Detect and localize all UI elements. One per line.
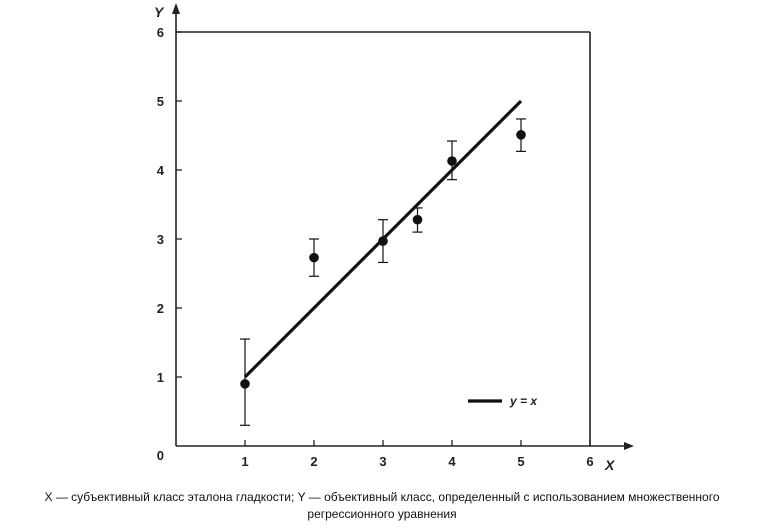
x-tick-label-6: 6	[586, 454, 593, 469]
data-point-4	[412, 214, 423, 225]
y-tick-label-1: 1	[157, 370, 164, 385]
caption-line-2: регрессионного уравнения	[307, 507, 457, 521]
data-point-6	[516, 130, 526, 140]
data-point-2	[309, 252, 319, 263]
x-tick-label-3: 3	[379, 454, 386, 469]
legend: y = x	[468, 394, 538, 408]
y-axis-label: Y	[154, 4, 165, 20]
x-axis-arrow	[624, 442, 634, 450]
y-tick-label-3: 3	[157, 232, 164, 247]
x-tick-label-1: 1	[241, 454, 248, 469]
legend-label: y = x	[509, 394, 538, 408]
scatter-chart: 1 2 3 4 5 6 1 2 3 4 5 6 0 X Y y = x	[154, 3, 634, 473]
data-point-1	[240, 379, 250, 389]
y-tick-label-5: 5	[157, 94, 164, 109]
x-tick-label-4: 4	[448, 454, 456, 469]
x-tick-label-5: 5	[517, 454, 524, 469]
y-axis-arrow	[172, 3, 180, 14]
y-tick-label-4: 4	[157, 163, 165, 178]
y-tick-label-2: 2	[157, 301, 164, 316]
origin-label: 0	[157, 448, 164, 463]
x-tick-label-2: 2	[310, 454, 317, 469]
data-point-5	[447, 156, 457, 166]
figure-caption: X — субъективный класс эталона гладкости…	[0, 489, 764, 523]
y-tick-label-6: 6	[157, 25, 164, 40]
data-point-3	[378, 236, 388, 246]
x-axis-label: X	[604, 457, 616, 473]
caption-line-1: X — субъективный класс эталона гладкости…	[44, 490, 720, 504]
